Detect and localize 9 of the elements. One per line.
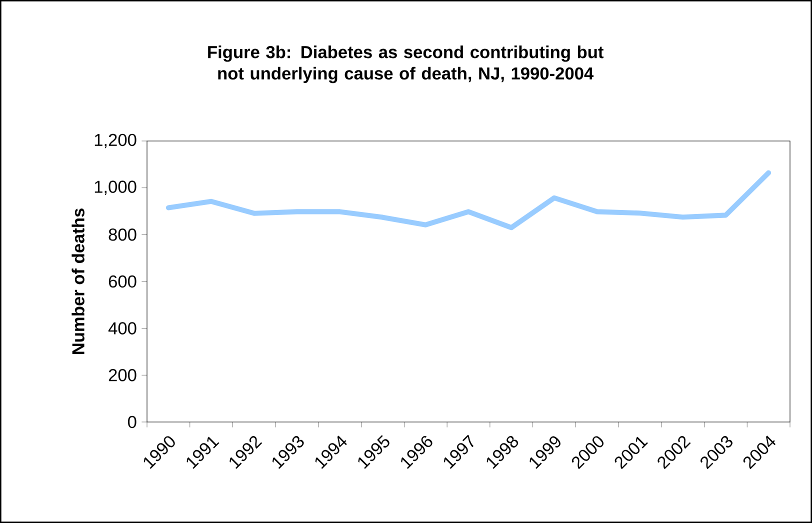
y-tick-label: 1,000 [94,180,136,195]
y-tick-label: 0 [128,416,136,428]
chart-title: Figure 3b: Diabetes as second contributing but not underlying cause of death, NJ, 1990-2004 [208,46,604,84]
y-tick-label: 1,200 [94,134,136,148]
y-tick-label: 800 [108,228,136,241]
y-tick-label: 200 [108,369,136,382]
y-tick-label: 600 [108,275,136,288]
y-tick-label: 400 [108,322,136,334]
y-axis-title: Number of deaths [72,208,84,354]
